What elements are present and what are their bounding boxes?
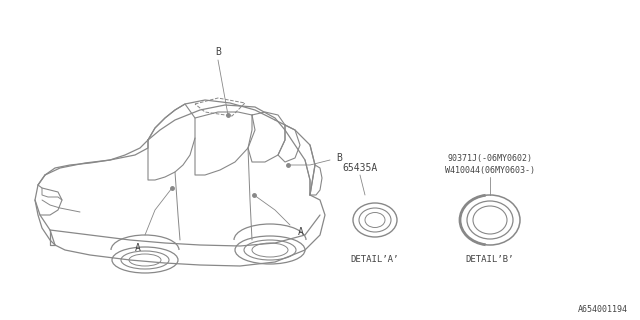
Text: A654001194: A654001194	[578, 306, 628, 315]
Text: A: A	[298, 227, 304, 237]
Text: W410044(06MY0603-): W410044(06MY0603-)	[445, 165, 535, 174]
Text: B: B	[215, 47, 221, 57]
Text: 65435A: 65435A	[342, 163, 378, 173]
Text: 90371J(-06MY0602): 90371J(-06MY0602)	[447, 154, 532, 163]
Text: B: B	[336, 153, 342, 163]
Text: DETAIL’A’: DETAIL’A’	[351, 255, 399, 265]
Text: A: A	[135, 243, 141, 253]
Text: DETAIL’B’: DETAIL’B’	[466, 255, 514, 265]
